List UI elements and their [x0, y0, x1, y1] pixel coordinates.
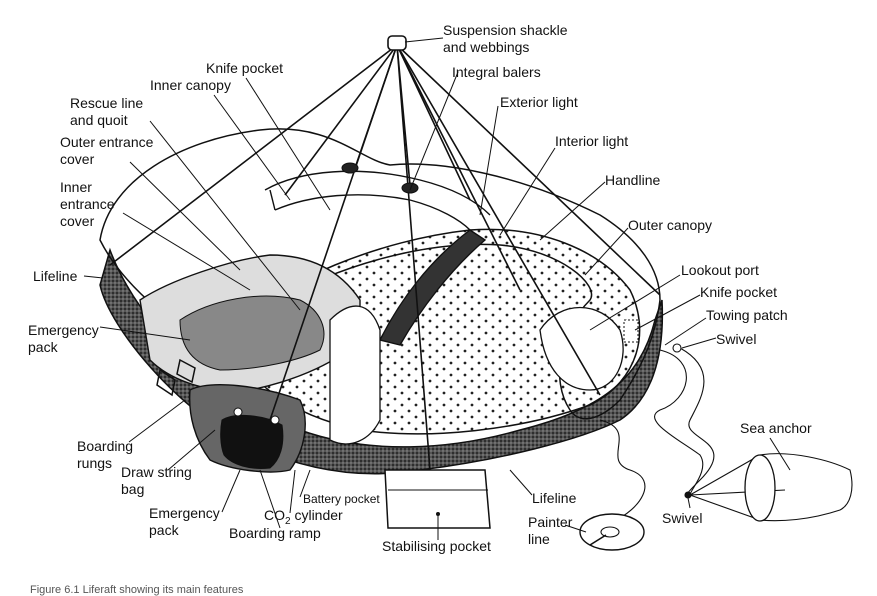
label-towing-patch: Towing patch	[706, 307, 788, 323]
label-handline: Handline	[605, 172, 661, 188]
painter-line-shape	[579, 419, 646, 551]
integral-balers-shape	[341, 162, 419, 194]
label-outer-canopy: Outer canopy	[628, 217, 713, 233]
label-battery-pocket: Battery pocket	[303, 492, 380, 506]
label-stabilising-pocket: Stabilising pocket	[382, 538, 491, 554]
suspension-webbings	[109, 35, 661, 471]
leader-lines	[83, 37, 791, 540]
label-lifeline-left: Lifeline	[33, 268, 78, 284]
label-integral-balers: Integral balers	[452, 64, 541, 80]
knife-pocket-shape	[623, 319, 639, 343]
label-inner-canopy: Inner canopy	[150, 77, 231, 93]
label-exterior-light: Exterior light	[500, 94, 578, 110]
label-emergency-pack-left: Emergency pack	[28, 322, 99, 355]
label-swivel-bottom: Swivel	[662, 510, 703, 526]
label-knife-pocket-right: Knife pocket	[700, 284, 778, 300]
label-painter-line: Painter line	[528, 514, 573, 547]
label-sea-anchor: Sea anchor	[740, 420, 812, 436]
boarding-rungs-shape	[156, 358, 196, 397]
stabilising-pocket-shape	[384, 469, 491, 529]
boarding-ramp-shape	[188, 384, 306, 473]
label-lifeline-bottom: Lifeline	[532, 490, 577, 506]
label-rescue-line: Rescue line and quoit	[70, 95, 144, 128]
label-inner-entrance-cover: Inner entrance cover	[60, 179, 115, 229]
label-knife-pocket-top: Knife pocket	[206, 60, 284, 76]
label-co2-cylinder: CO2 cylinder	[264, 507, 343, 527]
co2-subscript: 2	[285, 515, 291, 527]
label-boarding-ramp: Boarding ramp	[229, 525, 321, 541]
label-emergency-pack-bottom: Emergency pack	[149, 505, 220, 538]
figure-caption: Figure 6.1 Liferaft showing its main fea…	[30, 584, 244, 596]
label-lookout-port: Lookout port	[681, 262, 759, 278]
co2-prefix: CO	[264, 507, 285, 523]
label-draw-string-bag: Draw string bag	[121, 464, 192, 497]
label-outer-entrance-cover: Outer entrance cover	[60, 134, 154, 167]
sea-anchor-shape	[654, 343, 853, 522]
co2-suffix: cylinder	[290, 507, 343, 523]
label-boarding-rungs: Boarding rungs	[77, 438, 134, 471]
label-suspension-shackle: Suspension shackle and webbings	[443, 22, 568, 55]
label-swivel-right: Swivel	[716, 331, 757, 347]
label-interior-light: Interior light	[555, 133, 629, 149]
